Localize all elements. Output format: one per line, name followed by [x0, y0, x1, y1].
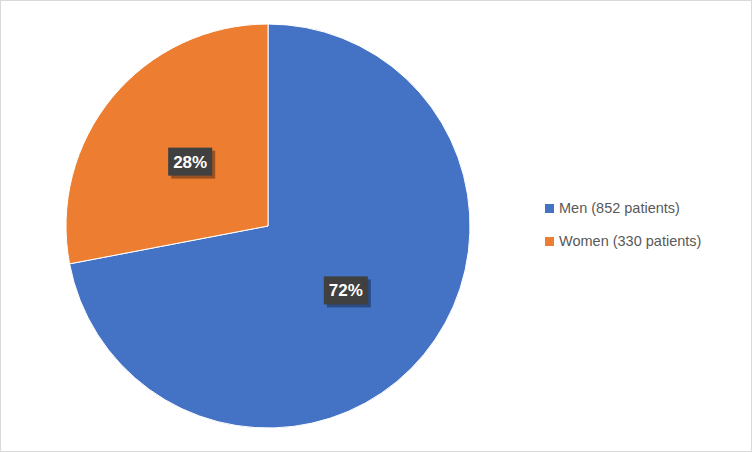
label-box: [168, 148, 212, 176]
data-label: 72%: [329, 281, 363, 300]
legend-label: Women (330 patients): [559, 233, 701, 249]
legend-swatch: [545, 237, 554, 246]
legend-swatch: [545, 204, 554, 213]
chart: 72% 28% Men (852 patients) Women (330 patie…: [0, 0, 752, 452]
legend: Men (852 patients) Women (330 patients): [545, 200, 701, 249]
data-label: 28%: [173, 153, 207, 172]
legend-label: Men (852 patients): [559, 200, 680, 216]
label-box: [324, 276, 368, 304]
pie-slice: [66, 24, 268, 264]
chart-frame: [1, 1, 752, 452]
data-labels: 72% 28%: [168, 148, 371, 308]
pie: [66, 24, 470, 428]
